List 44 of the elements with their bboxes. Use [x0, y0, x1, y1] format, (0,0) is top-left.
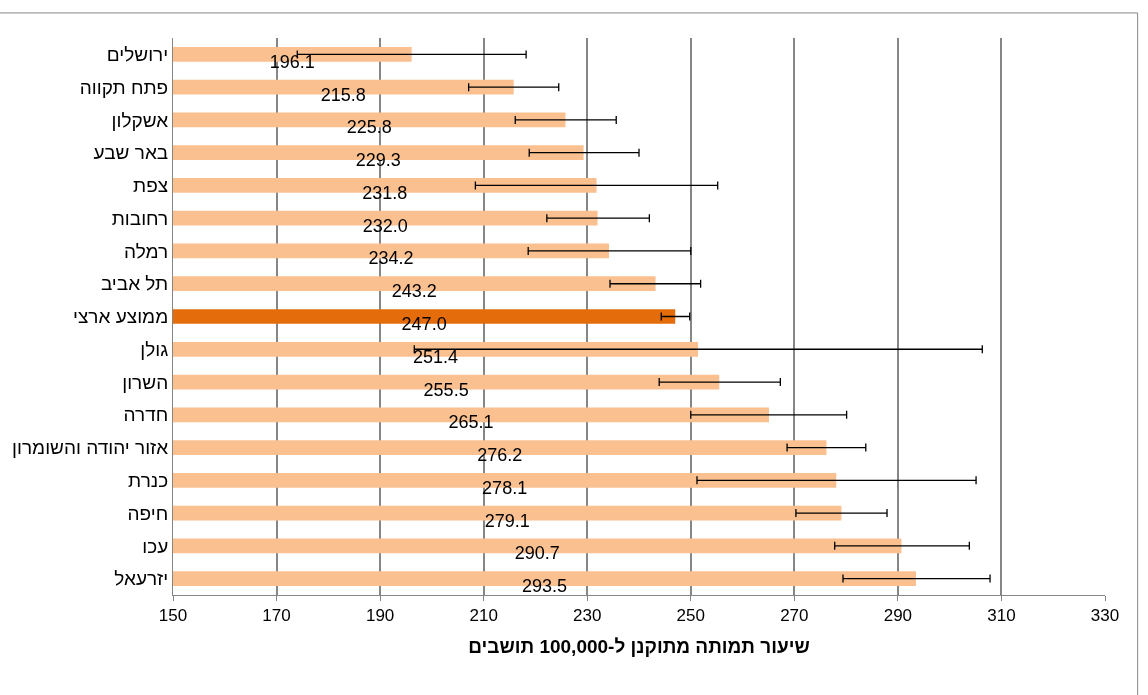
x-tick-label: 290: [883, 606, 913, 626]
x-tick-label: 330: [1090, 606, 1120, 626]
data-label: 265.1: [448, 412, 494, 433]
x-axis-title: שיעור תמותה מתוקנן ל-100,000 תושבים: [468, 636, 810, 658]
y-tick-label: רחובות: [111, 207, 169, 229]
data-label: 278.1: [482, 477, 528, 498]
x-tick-label: 190: [365, 606, 395, 626]
data-label: 232.0: [362, 215, 408, 236]
x-tick-label: 310: [987, 606, 1016, 626]
y-tick-label: באר שבע: [93, 142, 169, 164]
x-tick-label: 230: [573, 606, 602, 626]
y-tick-label: אשקלון: [111, 109, 169, 131]
y-tick-label: יזרעאל: [114, 568, 169, 590]
data-label: 290.7: [514, 543, 560, 564]
data-label: 231.8: [362, 182, 408, 203]
y-tick-label: השרון: [122, 371, 169, 393]
data-label: 243.2: [391, 281, 437, 302]
x-tick-label: 270: [780, 606, 809, 626]
y-tick-label: אזור יהודה והשומרון: [12, 437, 169, 459]
y-tick-label: חיפה: [127, 502, 169, 524]
y-tick-label: חדרה: [123, 404, 169, 426]
y-tick-label: פתח תקווה: [79, 76, 169, 98]
data-label: 225.8: [346, 117, 392, 138]
data-label: 196.1: [269, 51, 315, 72]
x-tick-label: 170: [262, 606, 291, 626]
y-tick-label: צפת: [133, 175, 169, 197]
y-tick-label: ירושלים: [106, 44, 169, 66]
data-label: 234.2: [368, 248, 414, 269]
data-label: 293.5: [521, 576, 568, 597]
y-tick-label: עכו: [142, 535, 169, 557]
data-label: 255.5: [423, 379, 469, 400]
data-label: 229.3: [355, 150, 401, 171]
y-tick-label: גולן: [140, 338, 169, 360]
data-label: 251.4: [412, 346, 459, 367]
x-tick-label: 210: [469, 606, 498, 626]
data-label: 276.2: [477, 445, 523, 466]
data-label: 279.1: [484, 510, 530, 531]
x-tick-label: 250: [676, 606, 705, 626]
y-tick-label: כנרת: [128, 469, 169, 491]
y-tick-label: רמלה: [124, 240, 169, 262]
y-tick-label: תל אביב: [100, 273, 169, 295]
x-tick-label: 150: [158, 606, 188, 626]
data-label: 215.8: [320, 84, 366, 105]
y-tick-label: ממוצע ארצי: [73, 306, 169, 328]
